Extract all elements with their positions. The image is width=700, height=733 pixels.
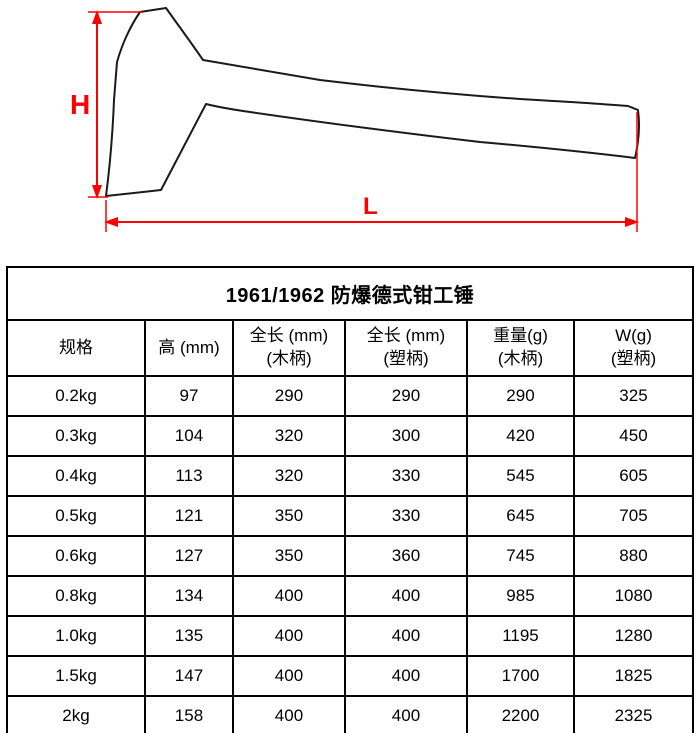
table-cell: 121: [143, 495, 234, 537]
table-cell: 325: [572, 375, 695, 417]
h-dimension-line: [88, 10, 142, 199]
table-cell: 705: [572, 495, 695, 537]
column-header: W(g) (塑柄): [572, 319, 695, 377]
table-cell: 0.6kg: [5, 535, 146, 577]
hammer-diagram-canvas: H L: [70, 7, 640, 232]
table-cell: 880: [572, 535, 695, 577]
spec-table-body: 0.2kg 97 290 290 290 325 0.3kg 104 320 300 420 450 0…: [5, 375, 695, 733]
l-dimension-label: L: [363, 193, 378, 220]
table-cell: 0.2kg: [5, 375, 146, 417]
table-cell: 0.8kg: [5, 575, 146, 617]
table-cell: 290: [465, 375, 575, 417]
table-cell: 0.3kg: [5, 415, 146, 457]
spec-table: 1961/1962 防爆德式钳工锤 规格高 (mm) 全长 (mm) (木柄) 全长 …: [5, 266, 695, 733]
table-cell: 1280: [572, 615, 695, 657]
table-cell: 400: [231, 615, 346, 657]
h-dimension-label: H: [70, 89, 90, 120]
column-header: 全长 (mm) (木柄): [231, 319, 346, 377]
table-cell: 985: [465, 575, 575, 617]
table-cell: 0.5kg: [5, 495, 146, 537]
table-cell: 2200: [465, 695, 575, 733]
table-cell: 400: [231, 655, 346, 697]
table-cell: 400: [343, 575, 468, 617]
table-cell: 320: [231, 415, 346, 457]
table-cell: 135: [143, 615, 234, 657]
table-cell: 290: [231, 375, 346, 417]
table-row: 1.5kg 147 400 400 1700 1825: [5, 655, 695, 697]
table-cell: 300: [343, 415, 468, 457]
table-cell: 1080: [572, 575, 695, 617]
table-cell: 350: [231, 495, 346, 537]
table-row: 0.8kg 134 400 400 985 1080: [5, 575, 695, 617]
table-row: 2kg 158 400 400 2200 2325: [5, 695, 695, 733]
table-cell: 330: [343, 495, 468, 537]
table-cell: 113: [143, 455, 234, 497]
column-header: 全长 (mm) (塑柄): [343, 319, 468, 377]
table-cell: 400: [231, 695, 346, 733]
table-cell: 400: [343, 695, 468, 733]
table-cell: 330: [343, 455, 468, 497]
table-row: 1.0kg 135 400 400 1195 1280: [5, 615, 695, 657]
title-row: 1961/1962 防爆德式钳工锤: [5, 266, 695, 321]
l-dimension-line: [104, 112, 639, 232]
table-cell: 134: [143, 575, 234, 617]
column-header: 规格: [5, 319, 146, 377]
table-cell: 290: [343, 375, 468, 417]
table-cell: 320: [231, 455, 346, 497]
column-header: 高 (mm): [143, 319, 234, 377]
table-cell: 104: [143, 415, 234, 457]
table-cell: 605: [572, 455, 695, 497]
table-cell: 400: [231, 575, 346, 617]
table-cell: 2325: [572, 695, 695, 733]
table-cell: 1.5kg: [5, 655, 146, 697]
table-cell: 400: [343, 655, 468, 697]
header-row: 规格高 (mm) 全长 (mm) (木柄) 全长 (mm) (塑柄) 重量(g) (木柄) W…: [5, 319, 695, 377]
table-title: 1961/1962 防爆德式钳工锤: [5, 266, 695, 321]
table-cell: 350: [231, 535, 346, 577]
table-cell: 97: [143, 375, 234, 417]
hammer-outline: [105, 7, 640, 197]
table-cell: 545: [465, 455, 575, 497]
hammer-diagram: H L: [0, 0, 700, 264]
column-header: 重量(g) (木柄): [465, 319, 575, 377]
table-cell: 360: [343, 535, 468, 577]
table-cell: 645: [465, 495, 575, 537]
table-cell: 127: [143, 535, 234, 577]
table-row: 0.6kg 127 350 360 745 880: [5, 535, 695, 577]
table-row: 0.3kg 104 320 300 420 450: [5, 415, 695, 457]
table-cell: 400: [343, 615, 468, 657]
table-cell: 2kg: [5, 695, 146, 733]
table-row: 0.5kg 121 350 330 645 705: [5, 495, 695, 537]
table-cell: 0.4kg: [5, 455, 146, 497]
table-cell: 420: [465, 415, 575, 457]
table-cell: 1825: [572, 655, 695, 697]
table-cell: 1700: [465, 655, 575, 697]
table-cell: 1.0kg: [5, 615, 146, 657]
table-cell: 1195: [465, 615, 575, 657]
table-cell: 450: [572, 415, 695, 457]
table-cell: 158: [143, 695, 234, 733]
table-cell: 147: [143, 655, 234, 697]
table-cell: 745: [465, 535, 575, 577]
table-row: 0.2kg 97 290 290 290 325: [5, 375, 695, 417]
table-row: 0.4kg 113 320 330 545 605: [5, 455, 695, 497]
